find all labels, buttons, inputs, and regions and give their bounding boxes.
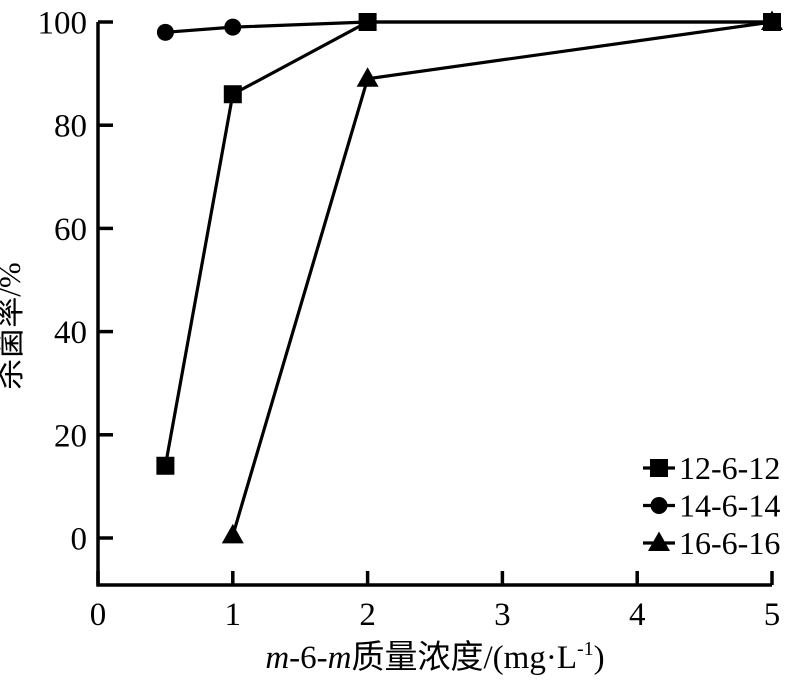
x-tick-label: 2 [359, 597, 376, 633]
legend-item-16-6-16: 16-6-16 [643, 525, 780, 561]
series-16-6-16-marker [221, 523, 244, 544]
legend-label-14-6-14: 14-6-14 [679, 488, 780, 524]
legend-label-16-6-16: 16-6-16 [679, 525, 780, 561]
series-12-6-12-marker [358, 13, 377, 31]
series-14-6-14-line [165, 20, 772, 34]
y-tick-label: 100 [38, 6, 88, 42]
x-axis-title: m-6-m质量浓度/(mg·L-1) [265, 638, 604, 676]
y-axis-title: 杀菌率/% [0, 262, 27, 389]
legend-circle-marker-icon [650, 497, 668, 514]
series-12-6-12-markers [156, 13, 781, 475]
y-tick-label: 0 [71, 522, 88, 558]
series-12-6-12-marker [223, 85, 242, 104]
series-14-6-14-marker [224, 18, 242, 36]
legend-item-12-6-12: 12-6-12 [643, 450, 780, 486]
legend-triangle-marker-icon [648, 531, 670, 551]
legend-item-14-6-14: 14-6-14 [643, 488, 780, 524]
x-tick-label: 4 [629, 597, 646, 633]
x-tick-label: 3 [494, 597, 511, 633]
x-tick-label: 0 [90, 597, 107, 633]
series-14-6-14-marker [156, 23, 174, 41]
legend-square-marker-icon [650, 459, 668, 477]
y-tick-label: 20 [54, 418, 87, 454]
series-12-6-12-line [163, 20, 772, 467]
legend-label-12-6-12: 12-6-12 [679, 450, 780, 486]
y-tick-label: 60 [54, 212, 87, 248]
axis-frame [96, 22, 772, 587]
x-tick-label: 5 [764, 597, 781, 633]
series-12-6-12-marker [156, 456, 175, 475]
y-tick-label: 40 [54, 315, 87, 351]
y-tick-label: 80 [54, 109, 87, 145]
series-12-6-12-marker [763, 13, 781, 31]
series-16-6-16-marker [356, 67, 379, 87]
x-tick-label: 1 [225, 597, 242, 633]
